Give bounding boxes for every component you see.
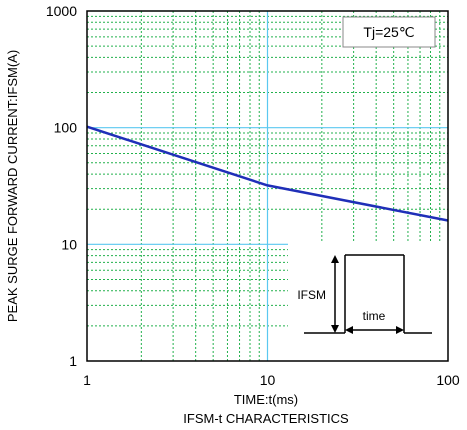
temperature-label: Tj=25℃	[363, 24, 414, 40]
legend-box	[342, 16, 436, 48]
y-tick-labels: 1 10 100 1000	[46, 3, 77, 369]
pulse-inset: IFSM time	[288, 243, 448, 361]
x-tick-label: 100	[436, 372, 460, 388]
duration-arrow-head-right	[396, 326, 404, 334]
amplitude-arrow-head-down	[331, 325, 339, 333]
series-line	[86, 125, 449, 222]
x-tick-labels: 1 10 100	[83, 372, 460, 388]
series-layer	[86, 125, 449, 222]
y-tick-label: 100	[54, 120, 78, 136]
x-tick-label: 1	[83, 372, 91, 388]
y-tick-label: 1000	[46, 3, 77, 19]
x-axis-label: TIME:t(ms)	[234, 392, 298, 407]
duration-label: time	[363, 309, 386, 323]
amplitude-label: IFSM	[297, 288, 326, 302]
x-tick-label: 10	[260, 372, 276, 388]
duration-arrow-head-left	[345, 326, 353, 334]
y-tick-label: 10	[61, 236, 77, 252]
amplitude-arrow-head-up	[331, 255, 339, 263]
chart-title: IFSM-t CHARACTERISTICS	[183, 411, 349, 426]
inset-background	[288, 243, 448, 361]
plot-frame	[86, 10, 449, 362]
y-axis-label: PEAK SURGE FORWARD CURRENT:IFSM(A)	[5, 50, 20, 322]
y-tick-label: 1	[69, 353, 77, 369]
